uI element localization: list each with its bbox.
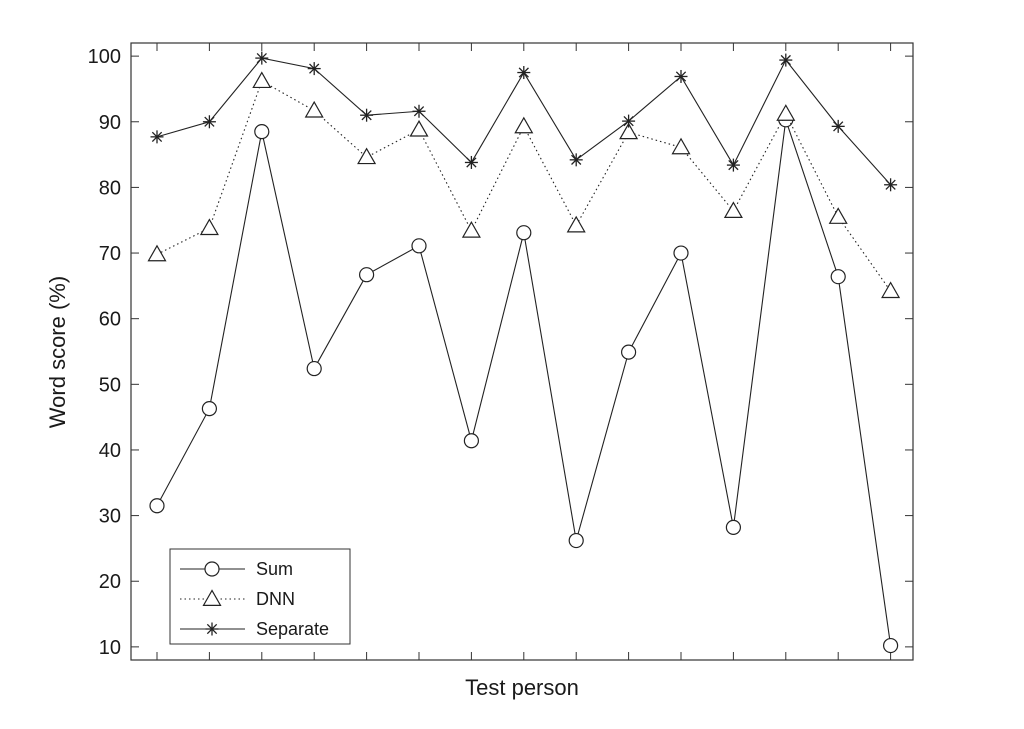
data-point [254, 124, 270, 140]
y-tick-label: 50 [99, 374, 121, 396]
data-point [199, 218, 219, 236]
legend-marker [204, 561, 220, 577]
data-point [411, 238, 427, 254]
data-point [357, 147, 377, 165]
y-tick-label: 30 [99, 506, 121, 528]
axis-ticks [131, 43, 913, 660]
legend-entry-separate: Separate [180, 619, 329, 639]
data-point [359, 267, 375, 283]
legend-entry-sum: Sum [180, 559, 293, 579]
data-point [255, 51, 269, 65]
data-point [726, 158, 740, 172]
data-point [568, 532, 584, 549]
data-point [776, 104, 796, 121]
data-point [881, 281, 901, 299]
data-point [409, 119, 429, 137]
series-separate [150, 51, 898, 192]
legend-entries: Sum DNN Separate [180, 559, 329, 639]
series-line [156, 80, 892, 292]
data-point [516, 225, 532, 241]
data-point [412, 104, 426, 118]
data-point [461, 221, 481, 238]
data-point [884, 178, 898, 192]
data-point [619, 122, 639, 140]
y-tick-label: 40 [99, 440, 121, 462]
y-tick-label: 10 [99, 637, 121, 659]
data-point [514, 116, 534, 134]
data-point [464, 155, 478, 169]
legend-label: Separate [256, 619, 329, 639]
data-point [150, 130, 164, 144]
data-point [147, 244, 167, 262]
data-point [306, 360, 322, 377]
data-point [725, 519, 742, 536]
legend-label: Sum [256, 559, 293, 579]
y-tick-labels: 10 20 30 40 50 60 70 80 90 100 [88, 46, 121, 659]
data-point [566, 215, 586, 233]
y-tick-label: 20 [99, 571, 121, 593]
data-point [304, 100, 324, 118]
data-point [723, 201, 743, 219]
data-point [830, 269, 846, 285]
data-point [620, 344, 637, 360]
data-point [252, 71, 272, 89]
legend-box [169, 548, 351, 645]
y-tick-label: 70 [99, 243, 121, 265]
series-sum [149, 112, 899, 654]
y-tick-label: 90 [99, 112, 121, 134]
y-tick-label: 80 [99, 177, 121, 199]
data-point [831, 119, 845, 133]
data-point [360, 108, 374, 122]
data-point [674, 69, 688, 83]
data-point [622, 114, 636, 128]
series-layer [147, 51, 901, 654]
data-point [828, 207, 848, 224]
plot-frame [130, 42, 914, 661]
legend-marker [202, 589, 222, 606]
legend-marker [205, 622, 219, 636]
data-point [517, 66, 531, 80]
data-point [307, 62, 321, 76]
data-point [779, 53, 793, 67]
legend-label: DNN [256, 589, 295, 609]
y-tick-label: 60 [99, 309, 121, 331]
legend: Sum DNN Separate [169, 548, 351, 645]
data-point [149, 498, 165, 514]
data-point [202, 115, 216, 129]
data-point [569, 153, 583, 167]
data-point [673, 245, 689, 261]
data-point [463, 433, 479, 449]
series-dnn [147, 71, 901, 299]
y-tick-label: 100 [88, 46, 121, 68]
y-axis-label: Word score (%) [45, 276, 70, 428]
data-point [671, 137, 691, 155]
legend-entry-dnn: DNN [180, 589, 295, 609]
data-point [201, 401, 217, 417]
data-point [882, 637, 899, 654]
x-axis-label: Test person [465, 675, 579, 700]
